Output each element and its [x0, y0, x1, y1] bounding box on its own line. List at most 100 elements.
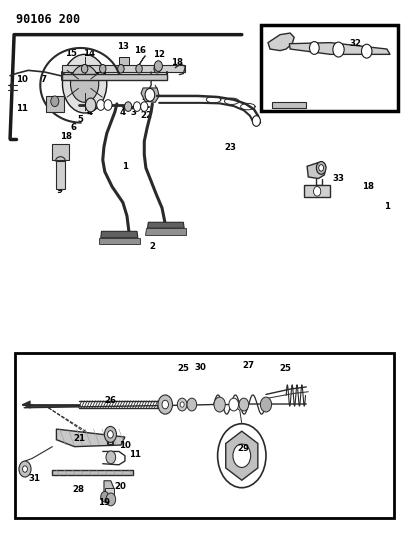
Text: 25: 25 [279, 365, 291, 373]
Text: 9: 9 [57, 186, 62, 195]
Polygon shape [307, 163, 326, 179]
Bar [105, 488, 114, 495]
Polygon shape [289, 43, 390, 54]
Polygon shape [268, 33, 294, 51]
Text: 4: 4 [86, 108, 93, 117]
Polygon shape [56, 161, 65, 189]
Polygon shape [56, 429, 125, 447]
Text: 21: 21 [74, 434, 86, 442]
Circle shape [310, 42, 319, 54]
Circle shape [233, 444, 251, 467]
Circle shape [180, 402, 184, 407]
Circle shape [260, 397, 272, 412]
Text: 12: 12 [153, 51, 165, 59]
Text: 33: 33 [332, 174, 345, 183]
Polygon shape [22, 401, 30, 408]
Polygon shape [272, 102, 306, 108]
Circle shape [62, 54, 107, 113]
Circle shape [145, 88, 155, 101]
Text: 22: 22 [140, 111, 152, 119]
Circle shape [104, 426, 116, 442]
Polygon shape [226, 431, 258, 480]
Text: 31: 31 [28, 474, 40, 482]
Circle shape [229, 398, 239, 411]
Polygon shape [52, 470, 133, 475]
Circle shape [71, 65, 99, 102]
Circle shape [314, 187, 321, 196]
Circle shape [333, 42, 344, 57]
Text: 5: 5 [78, 116, 83, 124]
Text: 32: 32 [350, 39, 362, 48]
Text: 1: 1 [122, 162, 128, 171]
Circle shape [108, 431, 113, 438]
Text: 1: 1 [384, 203, 390, 211]
Circle shape [154, 61, 162, 71]
Circle shape [239, 398, 249, 411]
Polygon shape [304, 185, 330, 197]
Circle shape [319, 165, 324, 171]
Circle shape [133, 102, 141, 111]
Polygon shape [145, 228, 186, 235]
Text: 3: 3 [130, 109, 136, 117]
Polygon shape [141, 88, 159, 102]
Text: 28: 28 [73, 485, 85, 494]
Circle shape [125, 102, 132, 111]
Circle shape [106, 493, 116, 506]
Circle shape [187, 398, 197, 411]
Text: 90106 200: 90106 200 [16, 13, 80, 26]
Text: 18: 18 [171, 58, 183, 67]
Text: 13: 13 [117, 43, 129, 51]
Circle shape [106, 451, 116, 464]
Text: 30: 30 [195, 364, 207, 372]
Bar [119, 57, 129, 65]
Circle shape [19, 461, 31, 477]
Text: 2: 2 [150, 243, 155, 251]
Text: 10: 10 [119, 441, 131, 449]
Polygon shape [147, 222, 184, 228]
Text: 26: 26 [105, 397, 117, 405]
Circle shape [162, 400, 168, 409]
Circle shape [214, 397, 225, 412]
Text: 8: 8 [57, 159, 62, 168]
Circle shape [158, 395, 172, 414]
Circle shape [136, 64, 142, 73]
Polygon shape [62, 74, 167, 80]
Text: 24: 24 [141, 93, 153, 101]
Circle shape [218, 424, 266, 488]
Circle shape [51, 96, 59, 107]
Circle shape [104, 100, 112, 110]
Circle shape [81, 64, 88, 73]
Circle shape [101, 491, 109, 502]
Circle shape [97, 100, 105, 110]
Text: 29: 29 [238, 445, 250, 453]
Polygon shape [101, 231, 138, 238]
Circle shape [177, 398, 187, 411]
Bar [15, 353, 394, 518]
Bar [261, 25, 398, 111]
Text: 27: 27 [243, 361, 255, 369]
Circle shape [316, 161, 326, 174]
Text: 7: 7 [40, 76, 46, 84]
Circle shape [154, 64, 160, 73]
Text: 11: 11 [16, 104, 28, 113]
Text: 25: 25 [177, 365, 189, 373]
Circle shape [85, 98, 96, 112]
Text: 15: 15 [64, 49, 77, 58]
Polygon shape [46, 96, 64, 112]
Text: 18: 18 [60, 133, 72, 141]
Text: 20: 20 [114, 482, 126, 490]
Text: 6: 6 [71, 124, 76, 132]
Polygon shape [104, 481, 114, 493]
Text: 14: 14 [83, 49, 95, 58]
Text: 10: 10 [16, 76, 28, 84]
Polygon shape [62, 65, 185, 72]
Circle shape [252, 116, 260, 126]
Circle shape [100, 64, 106, 73]
Circle shape [141, 102, 148, 111]
Text: 23: 23 [224, 143, 237, 151]
Polygon shape [99, 238, 140, 244]
Text: 19: 19 [98, 498, 110, 506]
Text: 17: 17 [94, 72, 106, 81]
Circle shape [118, 64, 124, 73]
Circle shape [361, 44, 372, 58]
